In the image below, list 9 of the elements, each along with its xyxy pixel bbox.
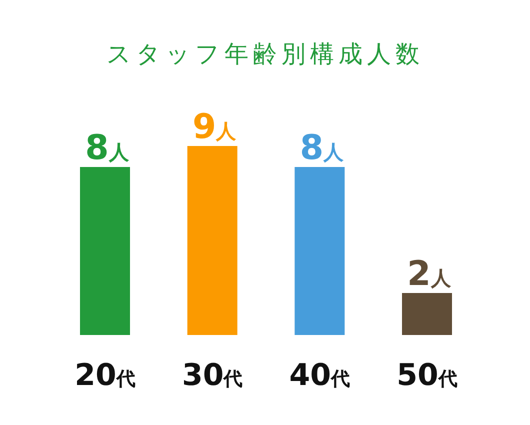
data-label: 9人 [192, 107, 238, 147]
data-label: 8人 [300, 128, 345, 168]
chart-title: スタッフ年齢別構成人数 [106, 40, 424, 68]
data-label: 2人 [407, 254, 452, 294]
x-tick-label: 30代 [182, 358, 243, 393]
x-tick-label: 20代 [74, 358, 136, 393]
x-tick-label: 40代 [289, 358, 350, 393]
data-label: 8人 [85, 128, 130, 168]
x-tick-label: 50代 [396, 358, 458, 393]
